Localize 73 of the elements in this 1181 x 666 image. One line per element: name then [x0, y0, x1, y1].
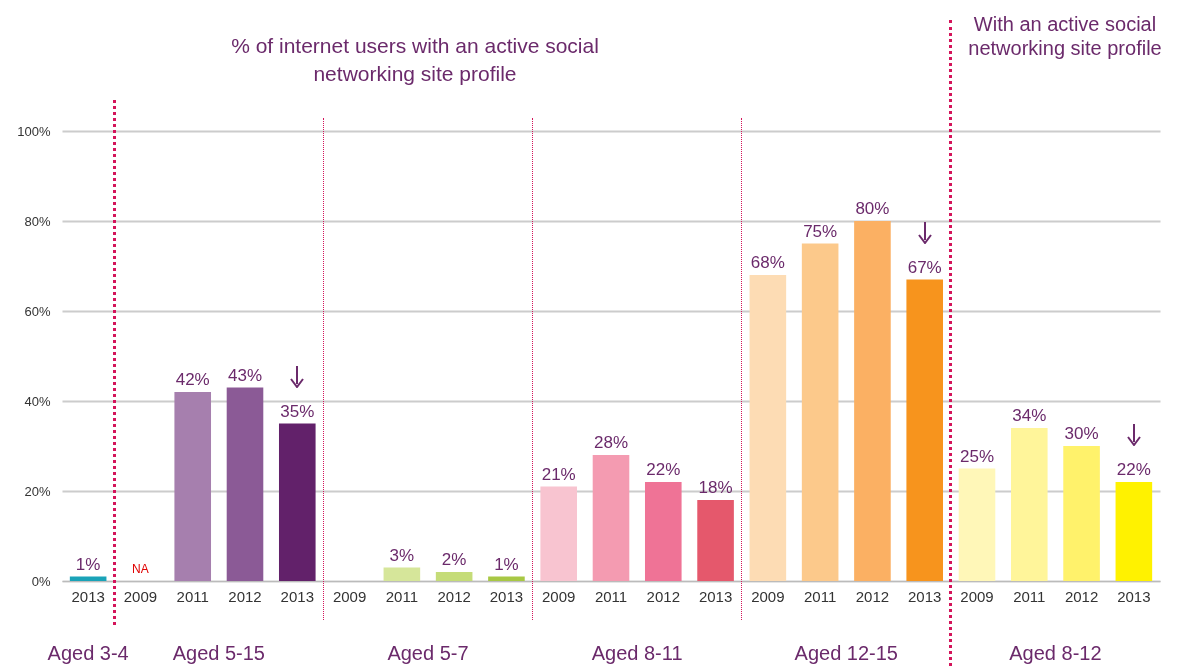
data-label: 75%	[803, 221, 838, 241]
bar	[278, 423, 316, 581]
y-tick-label: 80%	[24, 213, 51, 229]
x-tick-label: 2012	[646, 587, 680, 605]
x-tick-label: 2011	[385, 587, 418, 605]
bar	[749, 275, 787, 581]
data-label: 28%	[593, 433, 629, 452]
data-label: 80%	[855, 199, 890, 218]
x-tick-label: 2009	[751, 587, 785, 605]
text: Aged 5-7	[386, 642, 470, 665]
data-label: 1%	[75, 554, 101, 574]
x-tick-label: 2013	[489, 587, 524, 605]
y-tick-label: 0%	[31, 573, 51, 589]
data-label: 18%	[698, 478, 733, 497]
y-tick-label: 20%	[24, 483, 51, 499]
data-label: 30%	[1064, 424, 1099, 443]
data-label: 67%	[907, 257, 942, 277]
text: Aged 8-11	[590, 642, 684, 665]
bar	[697, 500, 734, 581]
bar	[540, 486, 578, 581]
data-label: 34%	[1012, 406, 1047, 425]
data-label: 2%	[441, 550, 467, 569]
bar	[1115, 482, 1153, 581]
bar	[226, 387, 264, 581]
x-tick-label: 2012	[228, 587, 262, 605]
x-tick-label: 2013	[71, 587, 105, 605]
data-label: 22%	[1116, 460, 1151, 479]
x-tick-label: 2011	[1013, 587, 1046, 605]
data-label: 1%	[494, 554, 519, 574]
x-tick-label: 2013	[1117, 587, 1151, 605]
y-tick-label: 100%	[17, 123, 51, 139]
x-tick-label: 2013	[280, 587, 314, 605]
bar	[644, 482, 682, 581]
x-tick-label: 2009	[123, 587, 158, 605]
data-label: 22%	[646, 460, 681, 479]
data-label: 68%	[750, 253, 785, 272]
bar	[174, 392, 212, 581]
bar	[592, 455, 630, 581]
x-tick-label: 2011	[594, 587, 628, 605]
x-tick-label: 2012	[1064, 587, 1099, 605]
data-label: 3%	[389, 545, 415, 565]
data-label: 35%	[280, 401, 315, 421]
bar	[854, 221, 891, 581]
bar	[383, 567, 421, 581]
bar	[958, 468, 996, 581]
chart-title: % of internet users with an active social networking site profile	[230, 33, 600, 87]
x-tick-label: 2009	[960, 587, 994, 605]
text: Aged 12-15	[793, 642, 899, 665]
data-label: 21%	[541, 464, 576, 484]
bar	[1063, 446, 1100, 581]
x-tick-label: 2013	[698, 587, 733, 605]
text: Aged 3-4	[46, 642, 130, 665]
text: With an active social networking site profile	[967, 12, 1163, 60]
x-tick-label: 2011	[804, 587, 837, 605]
text: Aged 5-15	[171, 642, 266, 665]
bar	[1010, 428, 1048, 581]
x-tick-label: 2013	[908, 587, 942, 605]
data-label: 25%	[959, 446, 995, 466]
x-tick-label: 2009	[542, 587, 576, 605]
data-label: 42%	[175, 370, 210, 389]
y-tick-label: 40%	[24, 393, 51, 409]
bar	[488, 576, 525, 581]
text: Aged 8-12	[1008, 642, 1103, 665]
data-label: 43%	[227, 365, 263, 385]
bar	[906, 279, 944, 581]
bar	[435, 572, 473, 581]
x-tick-label: 2009	[332, 587, 367, 605]
x-tick-label: 2012	[437, 587, 471, 605]
y-tick-label: 60%	[24, 303, 51, 319]
text: NA	[132, 562, 149, 576]
x-tick-label: 2011	[176, 587, 209, 605]
bar	[801, 243, 839, 581]
x-tick-label: 2012	[855, 587, 890, 605]
